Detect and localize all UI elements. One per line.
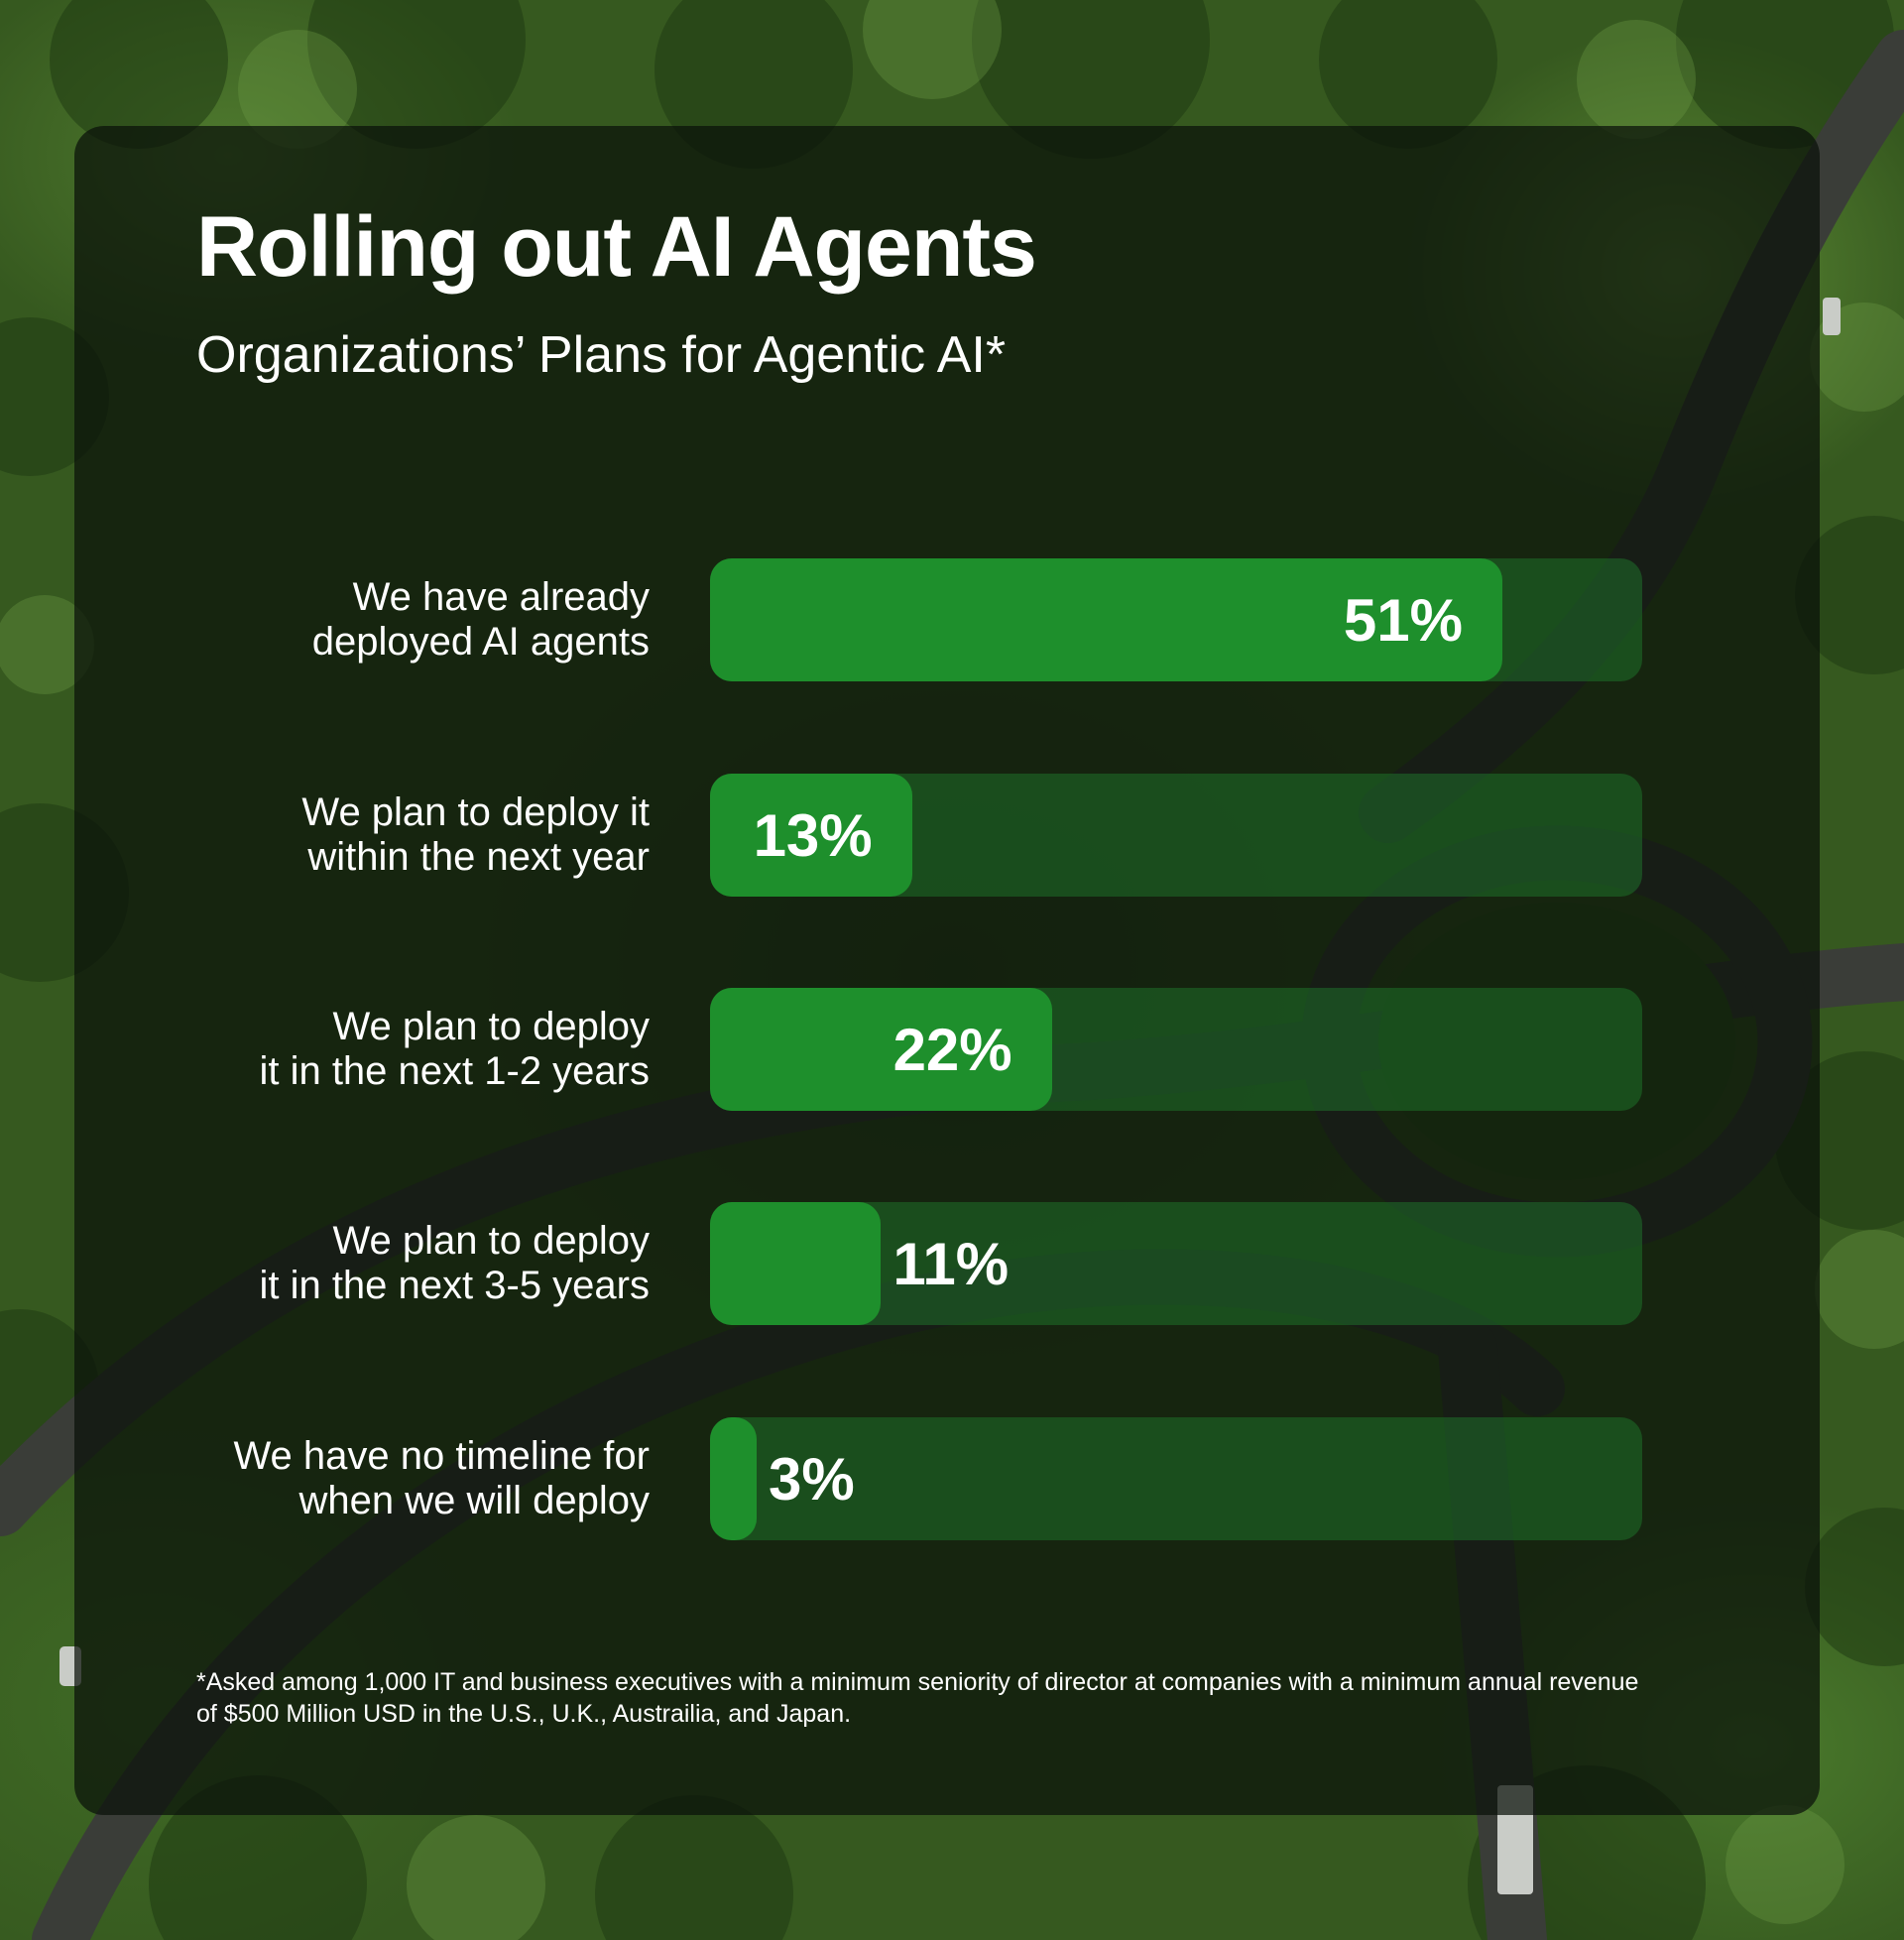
category-label: We plan to deploy it within the next yea…: [301, 790, 650, 879]
bar: [710, 1417, 757, 1540]
bar: [710, 774, 912, 897]
category-label: We plan to deploy it in the next 1-2 yea…: [259, 1005, 650, 1093]
category-label: We have no timeline for when we will dep…: [233, 1434, 650, 1522]
footnote: *Asked among 1,000 IT and business execu…: [196, 1668, 1639, 1728]
bar: [710, 988, 1052, 1111]
category-label: We plan to deploy it in the next 3-5 yea…: [259, 1219, 650, 1307]
chart-subtitle: Organizations’ Plans for Agentic AI*: [196, 326, 1007, 384]
bar: [710, 558, 1502, 681]
bar: [710, 1202, 882, 1325]
chart-panel: [74, 126, 1820, 1815]
chart-title: Rolling out AI Agents: [196, 199, 1037, 295]
category-label: We have already deployed AI agents: [311, 575, 650, 664]
bar-value-label: 3%: [769, 1445, 855, 1513]
bar-value-label: 13%: [753, 801, 873, 869]
bar-track: [710, 1417, 1642, 1540]
bar-value-label: 22%: [892, 1016, 1012, 1083]
bar-value-label: 11%: [892, 1230, 1010, 1297]
bar-value-label: 51%: [1343, 586, 1463, 654]
